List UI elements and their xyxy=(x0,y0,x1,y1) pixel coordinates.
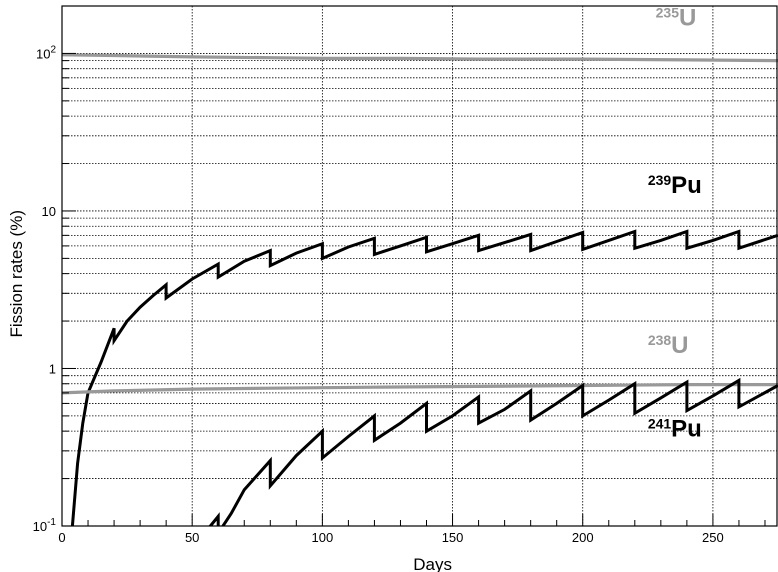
series-labels: 235U 239Pu 238U 241Pu xyxy=(648,5,702,443)
x-tick-label: 200 xyxy=(572,530,594,545)
x-tick-label: 0 xyxy=(58,530,65,545)
series-label-235U: 235U xyxy=(656,5,697,32)
grid xyxy=(62,5,778,526)
x-tick-label: 150 xyxy=(442,530,464,545)
y-tick-label: 1 xyxy=(49,361,56,376)
plot-frame xyxy=(61,5,778,527)
series-line-238U xyxy=(62,383,778,395)
series-label-241Pu: 241Pu xyxy=(648,415,702,442)
series-line-241Pu xyxy=(208,377,778,526)
series-line-235U xyxy=(62,53,778,63)
y-axis-label: Fission rates (%) xyxy=(7,210,26,338)
series-layer xyxy=(62,53,778,526)
series-line-239Pu xyxy=(70,229,778,526)
series-label-239Pu: 239Pu xyxy=(648,172,702,199)
x-tick-label: 100 xyxy=(312,530,334,545)
y-tick-label: 10 xyxy=(42,204,56,219)
axis-ticks: 0 50 100 150 200 250 10-1 1 10 102 xyxy=(33,5,766,545)
x-tick-label: 250 xyxy=(702,530,724,545)
y-tick-label: 102 xyxy=(36,44,56,61)
x-tick-label: 50 xyxy=(185,530,199,545)
y-tick-label: 10-1 xyxy=(33,517,57,534)
series-label-238U: 238U xyxy=(648,332,689,359)
x-axis-label: Days xyxy=(413,555,452,572)
